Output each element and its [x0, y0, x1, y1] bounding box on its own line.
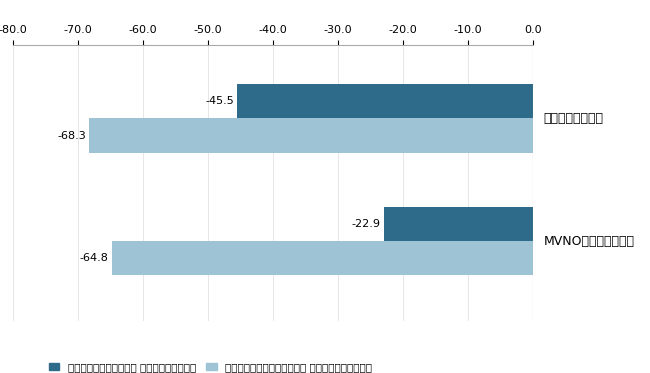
Text: MVNO・サブブランド: MVNO・サブブランド: [543, 235, 634, 248]
Text: -22.9: -22.9: [352, 219, 381, 229]
Text: -45.5: -45.5: [205, 96, 234, 106]
Text: -64.8: -64.8: [80, 253, 109, 263]
Bar: [112, 241, 533, 275]
Legend: 「十分理解している」「 大体理解している」, 「あまり理解していない」「 全く分かっていない」: 「十分理解している」「 大体理解している」, 「あまり理解していない」「 全く分…: [45, 358, 376, 373]
Text: -68.3: -68.3: [57, 131, 86, 141]
Bar: [237, 84, 533, 118]
Bar: [384, 207, 533, 241]
Text: 大手携帯キャリア: 大手携帯キャリア: [543, 112, 603, 125]
Bar: [89, 118, 533, 153]
